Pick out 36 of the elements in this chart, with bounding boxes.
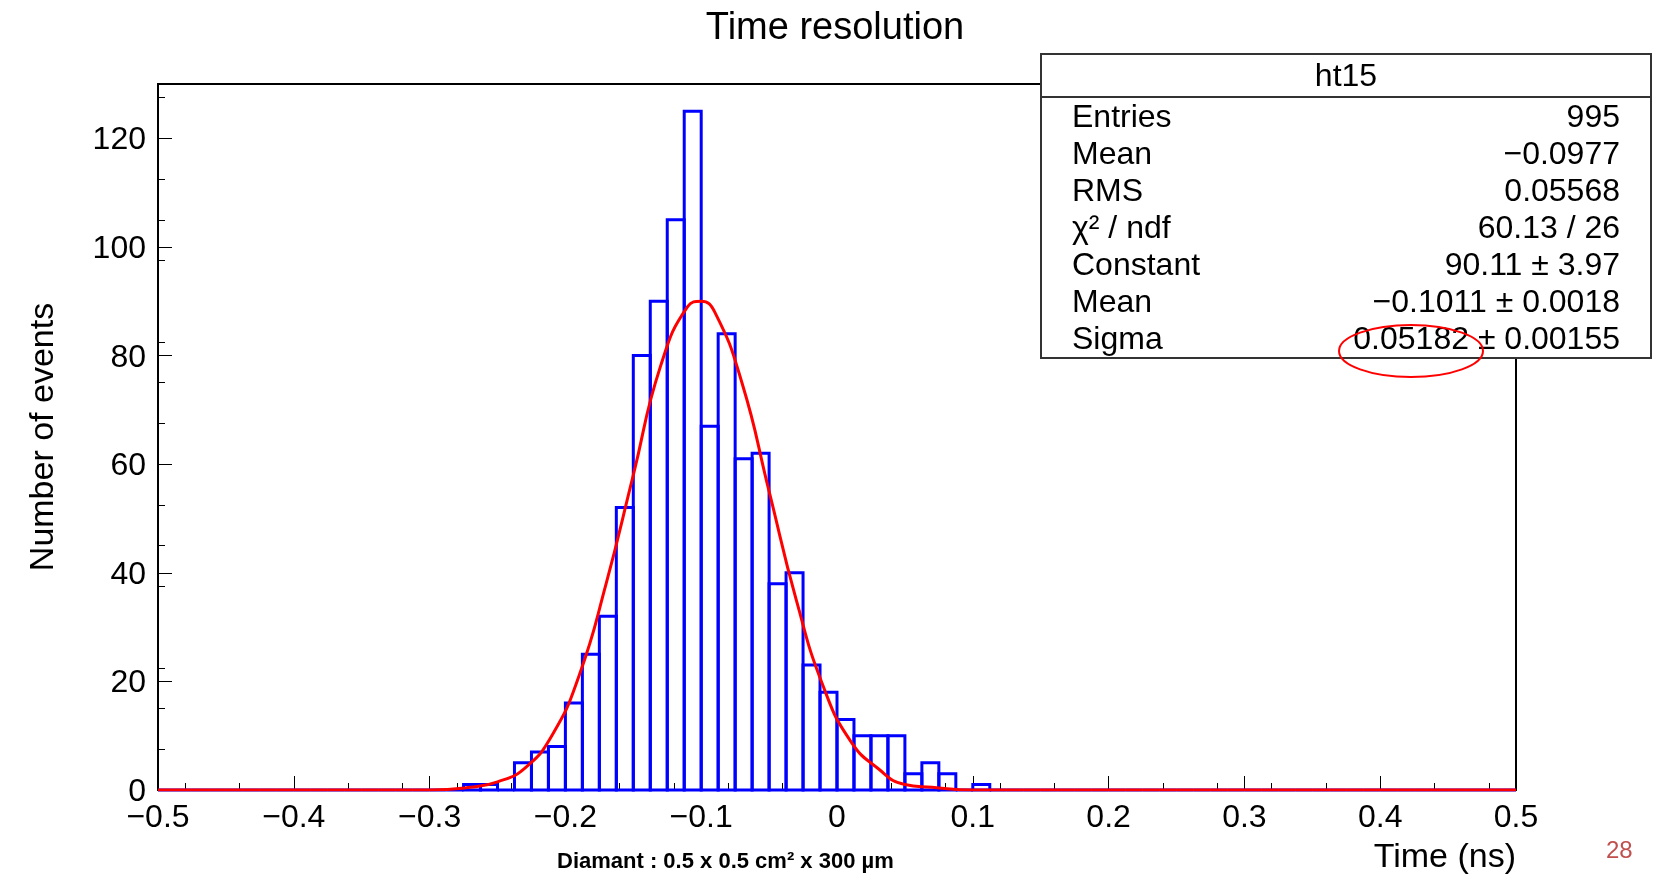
y-axis-title: Number of events <box>22 302 60 572</box>
x-tick-label: −0.3 <box>398 798 462 834</box>
y-tick-label: 120 <box>92 120 146 157</box>
text: Diamant : 0.5 x 0.5 cm² x 300 µm <box>557 848 894 874</box>
annotation: Constant <box>1072 246 1201 283</box>
x-tick-label: −0.1 <box>669 798 733 834</box>
annotation: RMS <box>1072 172 1144 209</box>
annotation: 0.05568 <box>1504 172 1620 209</box>
x-tick-label: 0.4 <box>1357 798 1403 834</box>
x-tick-label: −0.2 <box>533 798 597 834</box>
x-tick-label: 0 <box>828 798 846 834</box>
annotation: 0.05182 ± 0.00155 <box>1353 320 1620 357</box>
y-tick-label: 40 <box>110 554 146 591</box>
x-tick-label: 0.2 <box>1086 798 1131 834</box>
x-tick-label: 0.5 <box>1493 798 1539 834</box>
annotation: 60.13 / 26 <box>1477 209 1620 246</box>
x-tick-label: 0.3 <box>1222 798 1267 834</box>
chart-title: Time resolution <box>705 5 965 47</box>
y-tick-label: 100 <box>92 228 146 265</box>
annotation: −0.0977 <box>1503 135 1620 172</box>
annotation: χ² / ndf <box>1072 209 1171 246</box>
x-axis-title: Time (ns) <box>1373 836 1516 874</box>
annotation: ht15 <box>1042 55 1650 98</box>
text: 28 <box>1606 836 1633 864</box>
y-tick-label: 80 <box>110 337 146 374</box>
y-tick-label: 20 <box>110 663 146 700</box>
annotation: −0.1011 ± 0.0018 <box>1372 283 1620 320</box>
annotation: Mean <box>1072 283 1153 320</box>
x-tick-label: 0.1 <box>950 798 996 834</box>
x-tick-label: −0.4 <box>262 798 326 834</box>
annotation: 90.11 ± 3.97 <box>1444 246 1620 283</box>
annotation: Sigma <box>1072 320 1163 357</box>
annotation: Entries <box>1072 98 1172 135</box>
y-tick-label: 60 <box>110 446 146 483</box>
text: 995 <box>1566 98 1620 135</box>
annotation: Mean <box>1072 135 1153 172</box>
